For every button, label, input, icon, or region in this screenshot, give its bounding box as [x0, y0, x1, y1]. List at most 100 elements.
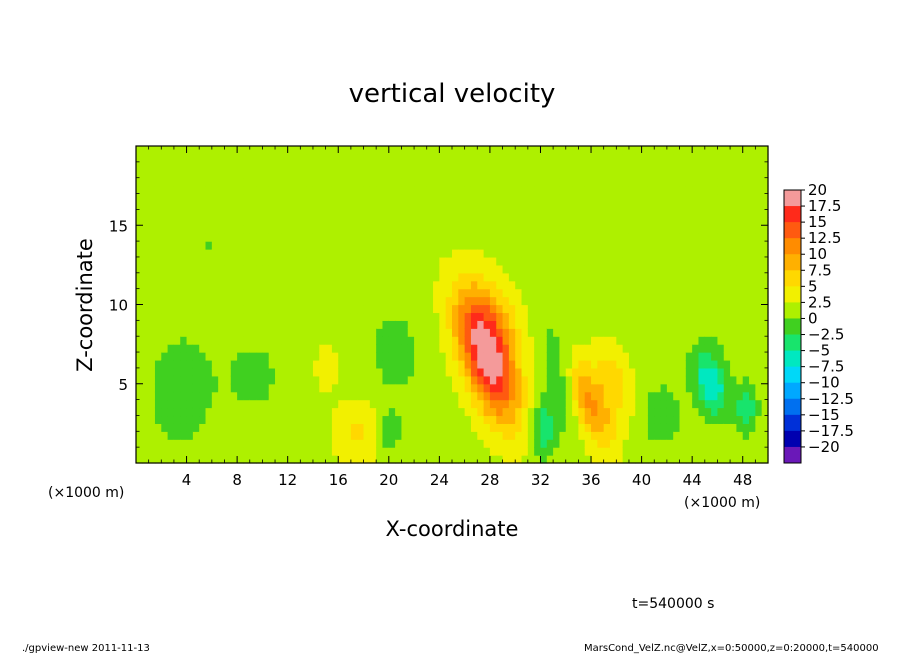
heatmap-cell — [685, 455, 693, 464]
heatmap-cell — [154, 233, 162, 242]
heatmap-cell — [692, 161, 700, 171]
heatmap-cell — [698, 146, 706, 155]
heatmap-cell — [692, 439, 700, 448]
heatmap-cell — [388, 169, 396, 179]
heatmap-cell — [508, 169, 516, 179]
heatmap-cell — [218, 249, 226, 258]
heatmap-cell — [572, 407, 579, 417]
heatmap-cell — [749, 399, 756, 409]
heatmap-cell — [173, 304, 181, 314]
heatmap-cell — [761, 423, 769, 432]
heatmap-cell — [287, 407, 295, 417]
heatmap-cell — [496, 439, 504, 448]
heatmap-cell — [414, 399, 421, 409]
heatmap-cell — [730, 328, 737, 337]
heatmap-cell — [540, 431, 548, 440]
heatmap-cell — [148, 391, 156, 401]
heatmap-cell — [591, 391, 598, 401]
heatmap-cell — [742, 209, 750, 218]
heatmap-cell — [249, 431, 257, 440]
heatmap-cell — [376, 304, 384, 314]
heatmap-cell — [414, 153, 421, 163]
heatmap-cell — [148, 431, 156, 440]
heatmap-cell — [654, 359, 662, 369]
heatmap-cell — [344, 161, 352, 171]
heatmap-cell — [445, 312, 453, 321]
heatmap-cell — [603, 367, 611, 377]
heatmap-cell — [300, 407, 308, 417]
heatmap-cell — [388, 391, 396, 401]
heatmap-cell — [256, 439, 263, 448]
heatmap-cell — [192, 391, 200, 401]
heatmap-cell — [154, 225, 162, 234]
heatmap-cell — [300, 304, 308, 314]
heatmap-cell — [287, 272, 295, 282]
heatmap-cell — [755, 328, 763, 337]
heatmap-cell — [521, 201, 529, 210]
heatmap-cell — [717, 352, 725, 361]
heatmap-cell — [749, 296, 756, 306]
heatmap-cell — [192, 375, 200, 385]
heatmap-cell — [597, 280, 605, 290]
heatmap-cell — [180, 201, 188, 210]
heatmap-cell — [439, 217, 447, 226]
heatmap-cell — [515, 217, 523, 226]
heatmap-cell — [186, 161, 194, 171]
heatmap-cell — [477, 439, 485, 448]
heatmap-cell — [312, 447, 320, 456]
heatmap-cell — [224, 312, 232, 321]
heatmap-cell — [148, 415, 156, 424]
heatmap-cell — [666, 209, 674, 218]
heatmap-cell — [654, 193, 662, 203]
y-tick-label: 5 — [118, 376, 128, 394]
heatmap-cell — [502, 359, 510, 369]
heatmap-cell — [268, 225, 276, 234]
heatmap-cell — [331, 359, 339, 369]
x-tick-label: 40 — [632, 471, 651, 489]
heatmap-cell — [711, 423, 719, 432]
heatmap-cell — [350, 209, 358, 218]
heatmap-cell — [749, 423, 756, 432]
heatmap-cell — [325, 264, 333, 274]
heatmap-cell — [616, 344, 624, 353]
heatmap-cell — [243, 391, 251, 401]
heatmap-cell — [597, 439, 605, 448]
heatmap-cell — [515, 383, 523, 393]
heatmap-cell — [673, 264, 681, 274]
heatmap-cell — [559, 272, 567, 282]
heatmap-cell — [692, 241, 700, 250]
heatmap-cell — [679, 407, 687, 417]
heatmap-cell — [395, 344, 403, 353]
heatmap-cell — [287, 336, 295, 345]
heatmap-cell — [578, 153, 586, 163]
heatmap-cell — [584, 415, 592, 424]
heatmap-cell — [660, 336, 668, 345]
heatmap-cell — [736, 344, 744, 353]
heatmap-cell — [483, 209, 491, 218]
heatmap-cell — [382, 399, 390, 409]
heatmap-cell — [344, 391, 352, 401]
heatmap-cell — [173, 161, 181, 171]
heatmap-cell — [414, 328, 421, 337]
heatmap-cell — [736, 431, 744, 440]
heatmap-cell — [578, 272, 586, 282]
heatmap-cell — [610, 241, 617, 250]
heatmap-cell — [211, 439, 219, 448]
heatmap-cell — [591, 399, 598, 409]
heatmap-cell — [407, 439, 415, 448]
heatmap-cell — [483, 225, 491, 234]
heatmap-cell — [692, 272, 700, 282]
heatmap-cell — [591, 169, 598, 179]
heatmap-cell — [717, 431, 725, 440]
heatmap-cell — [294, 375, 301, 385]
heatmap-cell — [464, 296, 472, 306]
heatmap-cell — [237, 280, 245, 290]
heatmap-cell — [521, 161, 529, 171]
heatmap-cell — [306, 209, 314, 218]
heatmap-cell — [477, 161, 485, 171]
heatmap-cell — [711, 328, 719, 337]
heatmap-cell — [363, 455, 371, 464]
heatmap-cell — [382, 336, 390, 345]
heatmap-cell — [350, 359, 358, 369]
colorbar-swatch — [784, 302, 801, 319]
